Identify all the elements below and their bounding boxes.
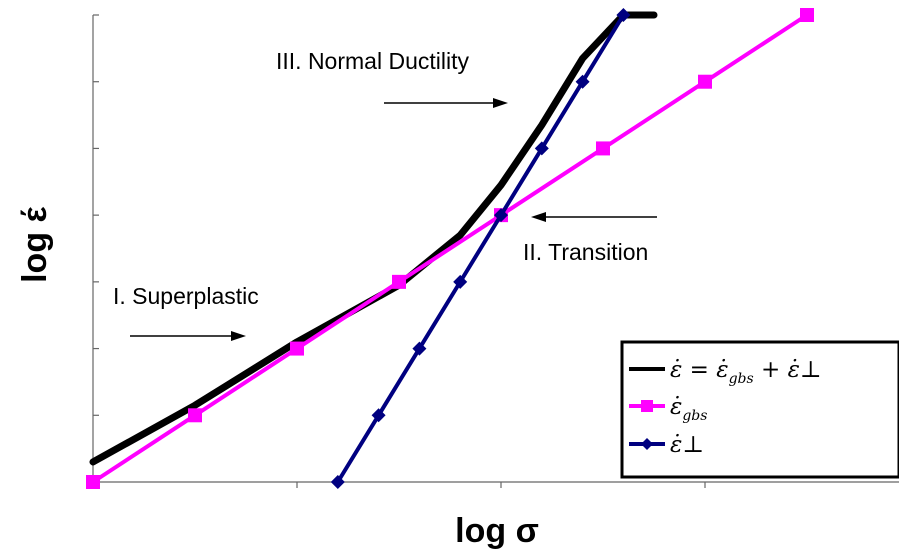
data-point-gbs xyxy=(188,408,202,423)
data-point-perp xyxy=(534,141,549,156)
annotation-normal-arrowhead xyxy=(493,98,508,108)
data-point-perp xyxy=(330,475,345,489)
data-point-perp xyxy=(371,408,386,423)
legend-label-total: ε̇ = ε̇gbs + ε̇⊥ xyxy=(670,357,822,387)
x-axis-label: log σ xyxy=(455,512,539,550)
series-line-gbs xyxy=(91,13,809,484)
legend-item-perp: ε̇⊥ xyxy=(629,432,704,458)
legend-marker-perp xyxy=(641,438,653,450)
legend: ε̇ = ε̇gbs + ε̇⊥ ε̇gbs ε̇⊥ xyxy=(620,340,899,479)
data-point-gbs xyxy=(800,8,814,22)
legend-item-total: ε̇ = ε̇gbs + ε̇⊥ xyxy=(629,357,822,387)
annotation-normal-text: III. Normal Ductility xyxy=(276,48,469,74)
legend-item-gbs: ε̇gbs xyxy=(629,394,707,424)
data-point-gbs xyxy=(392,274,406,289)
legend-label-total-sub: gbs xyxy=(729,371,754,387)
annotation-transition-text: II. Transition xyxy=(523,239,648,265)
annotation-normal: III. Normal Ductility xyxy=(276,48,508,108)
data-point-gbs xyxy=(86,475,100,489)
series-layer xyxy=(86,8,814,489)
annotation-transition-arrowhead xyxy=(531,212,546,222)
data-point-perp xyxy=(575,74,590,89)
legend-label-gbs-main: ε̇ xyxy=(670,394,682,420)
data-point-perp xyxy=(412,341,427,356)
legend-label-perp: ε̇⊥ xyxy=(670,432,704,458)
data-point-gbs xyxy=(698,74,712,89)
series-line-perp xyxy=(335,13,626,484)
legend-label-total-tail: + ε̇⊥ xyxy=(754,357,822,383)
annotation-superplastic-text: I. Superplastic xyxy=(113,283,259,309)
y-axis-label: log έ xyxy=(16,206,54,282)
legend-box xyxy=(620,340,899,479)
data-point-gbs xyxy=(596,141,610,156)
data-point-perp xyxy=(494,208,508,223)
legend-label-total-main: ε̇ = ε̇ xyxy=(670,357,729,383)
legend-label-gbs-sub: gbs xyxy=(682,408,707,424)
data-point-gbs xyxy=(290,341,304,356)
annotation-transition: II. Transition xyxy=(523,212,657,265)
annotation-superplastic: I. Superplastic xyxy=(113,283,259,341)
axes xyxy=(92,14,899,488)
data-point-perp xyxy=(616,8,631,22)
series-line-total xyxy=(89,11,658,466)
legend-label-gbs: ε̇gbs xyxy=(670,394,707,424)
data-point-perp xyxy=(453,274,468,289)
annotation-superplastic-arrowhead xyxy=(231,331,246,341)
legend-marker-gbs xyxy=(641,400,653,412)
